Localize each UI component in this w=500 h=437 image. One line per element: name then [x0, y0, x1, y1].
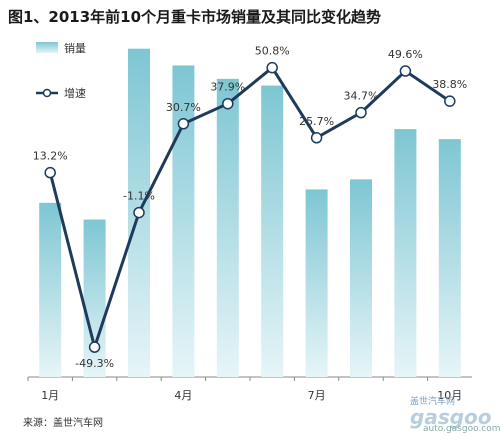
growth-label-7: 25.7%: [299, 115, 334, 128]
bar-2: [83, 219, 106, 377]
bar-4: [172, 65, 195, 377]
chart-title: 图1、2013年前10个月重卡市场销量及其同比变化趋势: [8, 8, 382, 26]
growth-point-10: [444, 95, 456, 107]
growth-label-1: 13.2%: [33, 150, 68, 163]
bar-10: [438, 139, 461, 377]
growth-label-4: 30.7%: [166, 101, 201, 114]
bar-5: [216, 78, 239, 377]
x-tick-label: 10月: [437, 389, 462, 402]
growth-line: [48, 66, 451, 349]
legend-bar-swatch: [36, 42, 58, 53]
growth-label-3: -1.1%: [123, 190, 155, 203]
legend-line-label: 增速: [64, 86, 86, 100]
x-tick-label: 4月: [174, 389, 192, 402]
bar-7: [305, 189, 328, 377]
growth-point-4: [177, 118, 190, 130]
legend-bar-label: 销量: [64, 41, 86, 55]
growth-label-10: 38.8%: [432, 78, 467, 91]
bar-8: [350, 179, 372, 377]
growth-point-1: [44, 166, 56, 179]
growth-point-7: [310, 132, 323, 144]
growth-label-6: 50.8%: [255, 45, 290, 58]
growth-point-2: [88, 341, 101, 353]
x-tick-label: 7月: [308, 389, 326, 402]
source-note: 来源：盖世汽车网: [23, 418, 103, 429]
growth-point-9: [399, 65, 412, 77]
growth-label-8: 34.7%: [344, 90, 379, 103]
bar-6: [261, 85, 284, 378]
growth-point-8: [355, 106, 367, 119]
growth-label-5: 37.9%: [210, 81, 245, 94]
watermark-small-text: 盖世汽车网: [410, 397, 456, 407]
watermark-url: auto.gasgoo.com: [423, 424, 500, 434]
growth-point-3: [133, 206, 145, 219]
growth-point-5: [222, 97, 234, 110]
bar-9: [394, 129, 417, 377]
watermark-logo: gasgoo: [410, 405, 492, 429]
x-tick-label: 1月: [41, 389, 59, 402]
growth-point-6: [266, 61, 278, 74]
legend-line-marker: [42, 88, 52, 98]
bar-1: [39, 202, 62, 377]
growth-label-2: -49.3%: [75, 357, 114, 370]
growth-label-9: 49.6%: [388, 48, 423, 61]
legend: 销量 增速: [36, 41, 86, 100]
